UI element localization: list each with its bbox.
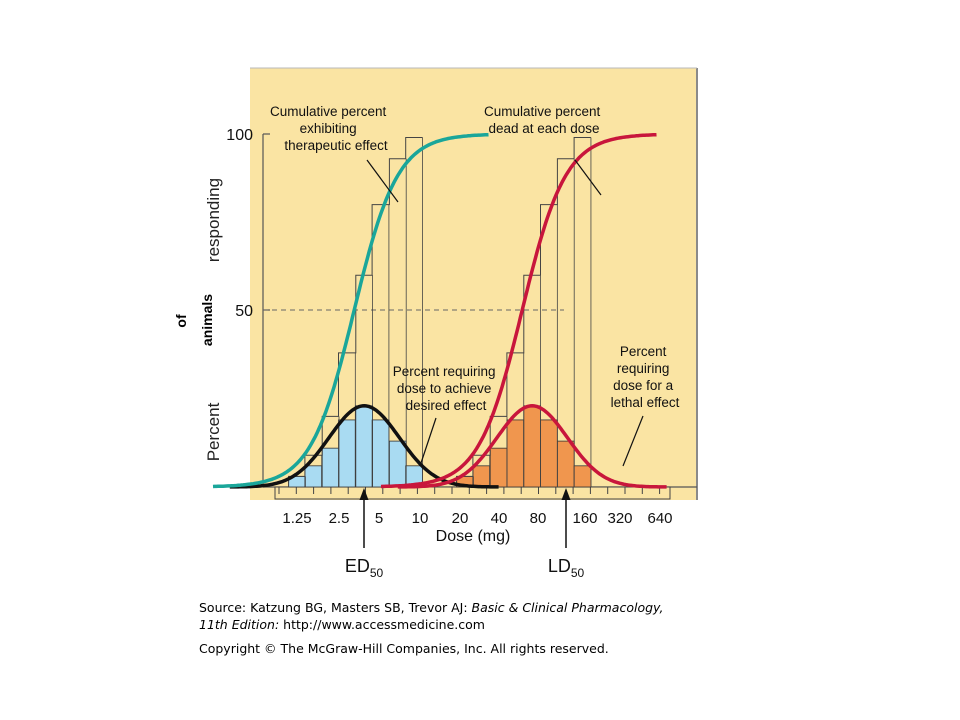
ed50-arrow-head: [359, 488, 369, 500]
x-tick-label: 80: [530, 510, 547, 527]
x-tick-label: 160: [572, 510, 597, 527]
histogram-bar: [388, 440, 407, 488]
leader-lethal-effect: [622, 415, 644, 467]
source-title: Basic & Clinical Pharmacology,: [471, 600, 664, 615]
histogram-bar: [338, 419, 356, 488]
edition-url: http://www.accessmedicine.com: [279, 617, 485, 632]
ed50-label: ED50: [345, 556, 384, 580]
x-tick-label: 1.25: [282, 510, 311, 527]
annotation-desired-effect: Percent requiring dose to achieve desire…: [393, 364, 500, 413]
x-tick-label: 40: [491, 510, 508, 527]
histogram-bar: [371, 419, 390, 488]
x-tick-label: 20: [452, 510, 469, 527]
ld50-arrow-head: [561, 488, 571, 500]
x-tick-label: 10: [412, 510, 429, 527]
y-tick-label-50: 50: [235, 303, 253, 320]
histogram-bar: [472, 465, 491, 488]
histogram-bar: [557, 440, 575, 488]
source-caption: Source: Katzung BG, Masters SB, Trevor A…: [199, 600, 663, 615]
x-axis-label: Dose (mg): [436, 528, 511, 545]
y-axis-overlay-of: of: [173, 314, 189, 328]
x-tick-label: 640: [647, 510, 672, 527]
leader-lethal: [574, 159, 602, 196]
y-axis-label-responding: responding: [204, 178, 223, 262]
y-tick-label-100: 100: [226, 127, 253, 144]
histogram-bar: [573, 465, 592, 488]
copyright-caption: Copyright © The McGraw-Hill Companies, I…: [199, 641, 609, 656]
cumulative-curve: [380, 132, 657, 489]
chart-panel: [250, 68, 697, 500]
leader-therapeutic: [366, 159, 399, 203]
cumulative-curve: [212, 132, 489, 489]
histogram-bar: [523, 405, 541, 488]
histogram-bar: [304, 465, 323, 488]
cumulative-steps: [288, 137, 592, 487]
distribution-curve: [229, 404, 499, 489]
annotation-lethal-effect: Percent requiring dose for a lethal effe…: [611, 344, 680, 410]
ld50-label: LD50: [548, 556, 585, 580]
y-axis-overlay-animals: animals: [199, 294, 215, 346]
curves: [212, 132, 667, 489]
edition-label: 11th Edition:: [199, 617, 280, 632]
dose-ruler-ticks: [278, 487, 661, 494]
histogram-bar: [355, 405, 373, 488]
x-tick-label: 320: [607, 510, 632, 527]
x-tick-labels: 1.25 2.5 5 10 20 40 80 160 320 640: [282, 510, 672, 527]
dose-ruler-band: [274, 486, 671, 500]
distribution-curve: [397, 404, 667, 489]
source-prefix: Source: Katzung BG, Masters SB, Trevor A…: [199, 600, 472, 615]
edition-caption: 11th Edition: http://www.accessmedicine.…: [199, 617, 485, 632]
x-tick-label: 2.5: [329, 510, 350, 527]
y-axis-label-patch: [202, 283, 220, 358]
annotation-cumulative-therapeutic: Cumulative percent exhibiting therapeuti…: [270, 104, 390, 153]
annotation-cumulative-lethal: Cumulative percent dead at each dose: [484, 104, 604, 136]
y-axis-label-percent: Percent: [204, 402, 223, 461]
histogram-bar: [489, 447, 508, 488]
histogram-bars: [288, 405, 592, 488]
histogram-bar: [506, 419, 525, 488]
x-tick-label: 5: [375, 510, 383, 527]
histogram-bar: [321, 447, 340, 488]
histogram-bar: [540, 419, 558, 488]
leader-desired: [419, 417, 437, 467]
